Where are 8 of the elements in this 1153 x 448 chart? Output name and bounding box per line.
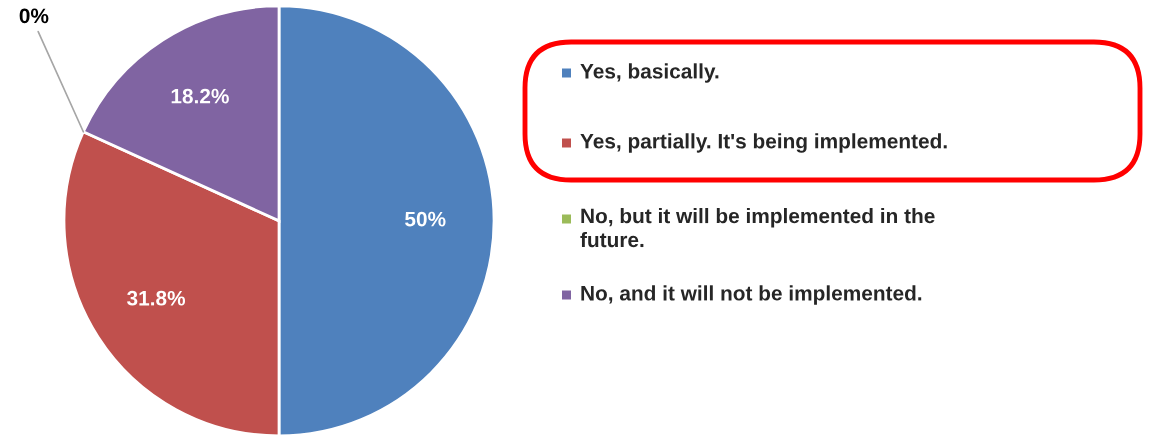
text: 0% bbox=[19, 8, 49, 24]
data-label: 31.8% bbox=[127, 290, 186, 306]
legend-label: Yes, basically. bbox=[580, 63, 719, 83]
data-label: 50% bbox=[405, 211, 446, 227]
legend-label: No, but it will be implemented in the future. bbox=[580, 208, 935, 248]
legend-label: Yes, partially. It's being implemented. bbox=[580, 133, 947, 153]
data-label: 18.2% bbox=[171, 88, 229, 104]
legend-label: No, and it will not be implemented. bbox=[581, 285, 922, 305]
